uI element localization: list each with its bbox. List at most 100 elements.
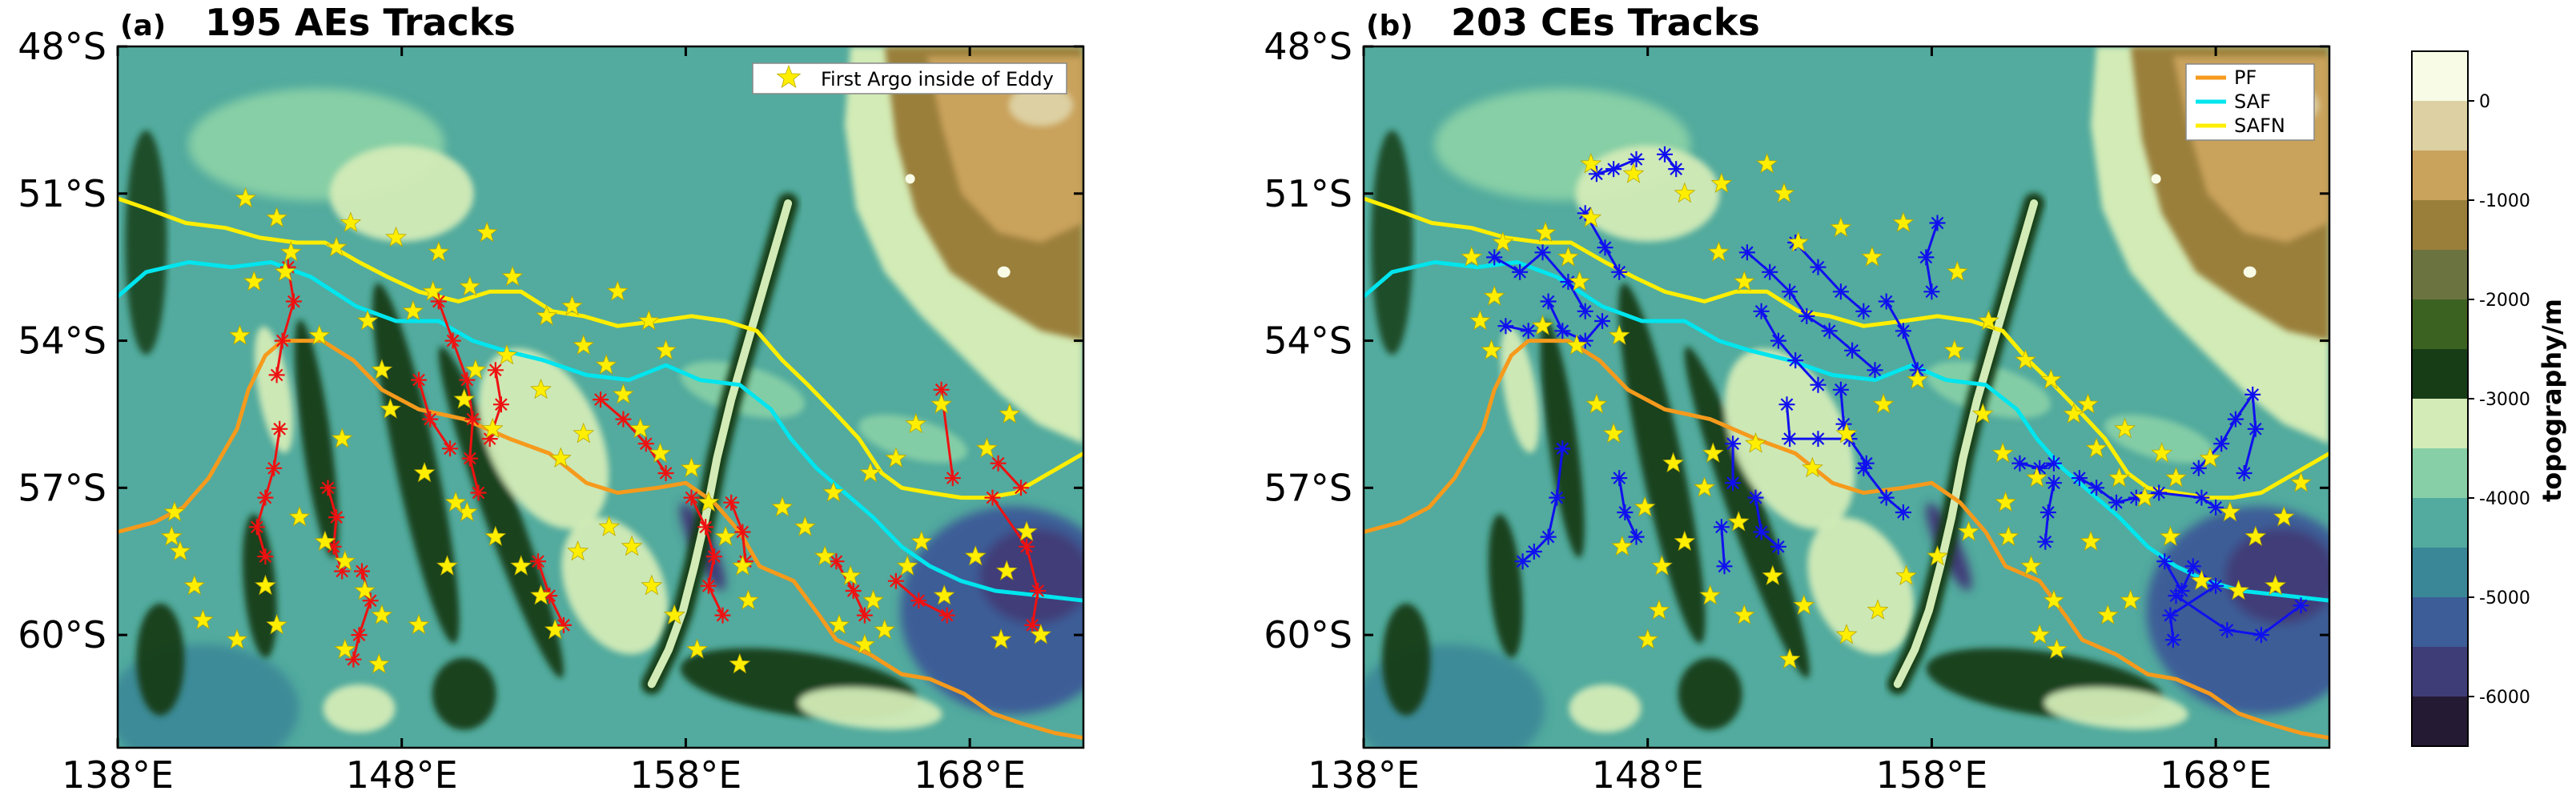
argo-star	[1802, 456, 1823, 478]
argo-stars-a	[160, 187, 1052, 674]
argo-star	[2028, 623, 2051, 644]
track-point-asterisk	[1588, 166, 1605, 183]
y-tick-label: 60°S	[1264, 613, 1352, 656]
argo-star	[2134, 486, 2156, 508]
panel-label-b: (b)	[1366, 10, 1413, 42]
track-point-asterisk	[2208, 577, 2224, 594]
track-point-asterisk	[1747, 489, 1764, 506]
track-point-asterisk	[345, 651, 362, 668]
eddy-track	[1794, 241, 1865, 312]
track-point-asterisk	[328, 509, 345, 526]
ridge-shape	[1575, 145, 1720, 242]
argo-star	[814, 544, 836, 566]
track-point-asterisk	[1821, 323, 1838, 339]
argo-star	[2273, 505, 2295, 527]
track-point-asterisk	[1725, 436, 1742, 452]
argo-star	[1867, 599, 1889, 620]
colorbar-tick-label: -5000	[2479, 588, 2530, 608]
fronts-b	[1364, 196, 2329, 741]
track-point-asterisk	[274, 332, 291, 349]
colorbar-cell	[2412, 597, 2468, 648]
colorbar-tick-label: -4000	[2479, 489, 2530, 509]
track-point-asterisk	[734, 524, 751, 540]
track-point-asterisk	[2208, 499, 2224, 516]
colorbar-cell	[2412, 498, 2468, 548]
argo-star	[334, 550, 356, 571]
macquarie-ridge-crest	[1893, 199, 2039, 689]
track-point-asterisk	[268, 367, 285, 383]
x-tick-label: 168°E	[2160, 753, 2272, 797]
panel-title-b: 203 CEs Tracks	[1451, 1, 1760, 44]
track-point-asterisk	[1867, 362, 1883, 379]
ridge-shape	[478, 348, 609, 529]
colorbar-cell	[2412, 299, 2468, 350]
argo-star	[2159, 525, 2181, 547]
argo-star	[1662, 452, 1685, 473]
argo-star	[975, 437, 998, 458]
argo-star	[1461, 246, 1483, 267]
colorbar-cell	[2412, 101, 2468, 151]
track-point-asterisk	[1577, 332, 1593, 349]
track-point-asterisk	[266, 460, 283, 476]
argo-star	[1946, 260, 1968, 282]
x-tick-label: 158°E	[629, 753, 741, 797]
argo-star	[380, 398, 401, 419]
track-point-asterisk	[2247, 420, 2264, 437]
argo-star	[1872, 393, 1895, 414]
argo-star	[308, 324, 331, 345]
argo-star	[1971, 403, 1994, 424]
argo-star	[1611, 535, 1634, 556]
track-point-asterisk	[1024, 616, 1041, 633]
legend-label-argo: First Argo inside of Eddy	[821, 68, 1054, 90]
argo-star	[598, 516, 621, 536]
argo-star	[325, 236, 348, 257]
track-point-asterisk	[2162, 607, 2179, 624]
colorbar-cell	[2412, 349, 2468, 399]
argo-star	[1648, 599, 1670, 620]
track-point-asterisk	[615, 411, 632, 428]
track-point-asterisk	[705, 548, 722, 565]
argo-star	[1793, 594, 1815, 615]
x-tick-label: 138°E	[62, 753, 174, 797]
argo-star	[1830, 216, 1852, 238]
argo-star	[476, 221, 498, 243]
argo-star	[2244, 525, 2267, 547]
argo-star	[453, 387, 476, 409]
ridge-shape	[323, 684, 396, 733]
track-point-asterisk	[464, 411, 481, 428]
track-point-asterisk	[2252, 627, 2269, 644]
track-point-asterisk	[2031, 460, 2048, 476]
argo-star	[1927, 544, 1948, 566]
argo-star	[1835, 623, 1858, 644]
argo-star	[2290, 472, 2312, 492]
track-point-asterisk	[2193, 489, 2210, 506]
track-point-asterisk	[271, 420, 288, 437]
ridge-shape	[561, 517, 669, 655]
argo-star	[288, 505, 311, 527]
track-point-asterisk	[1628, 151, 1645, 167]
argo-star	[160, 525, 183, 547]
argo-star	[828, 613, 850, 635]
argo-star	[641, 574, 663, 596]
track-point-asterisk	[1725, 475, 1742, 492]
front-safn	[1364, 196, 2329, 500]
colorbar-ticks: 0 -1000 -2000 -3000 -4000 -5000 -6000	[2468, 92, 2530, 708]
track-point-asterisk	[285, 293, 302, 310]
track-point-asterisk	[541, 588, 558, 604]
track-point-asterisk	[444, 332, 461, 349]
front-pf	[118, 339, 1083, 741]
argo-star	[1727, 511, 1750, 532]
track-point-asterisk	[1835, 416, 1852, 432]
panel-title-a: 195 AEs Tracks	[205, 1, 516, 44]
argo-star	[2199, 447, 2221, 468]
argo-star	[990, 628, 1012, 649]
track-point-asterisk	[430, 293, 447, 310]
plot-frame-b	[1362, 45, 2331, 749]
track-point-asterisk	[1770, 332, 1786, 349]
campbell-plateau-top	[1008, 84, 1073, 126]
argo-star	[1532, 315, 1553, 335]
track-point-asterisk	[933, 381, 950, 398]
argo-star	[1756, 152, 1778, 174]
track-point-asterisk	[1878, 293, 1895, 310]
topography-map-a	[118, 46, 1083, 748]
